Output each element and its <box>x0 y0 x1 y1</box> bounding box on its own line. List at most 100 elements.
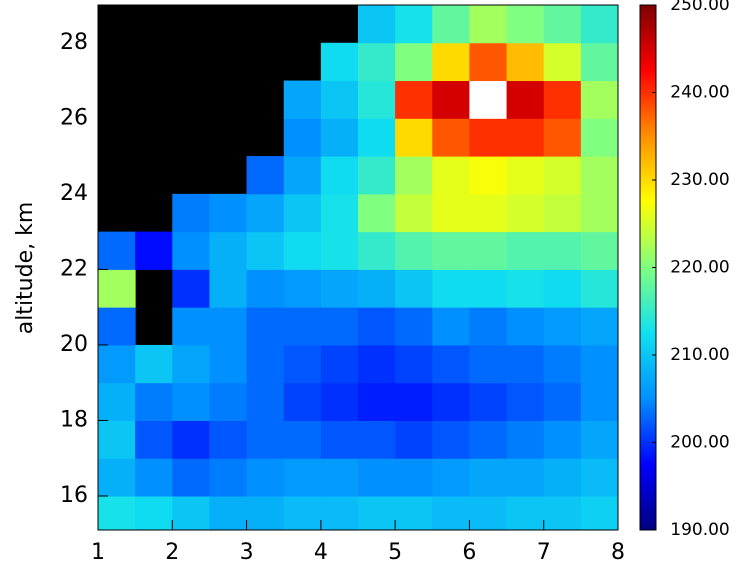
heat-cell <box>98 382 136 421</box>
heat-cell <box>358 80 396 119</box>
heat-cell <box>358 458 396 497</box>
heat-cell <box>283 231 322 270</box>
heat-cell <box>320 307 359 346</box>
heat-cell <box>543 344 582 384</box>
heat-cell <box>469 344 508 384</box>
heat-cell <box>172 269 210 308</box>
heat-cell <box>580 269 618 308</box>
heat-cell <box>283 420 322 459</box>
y-axis-label: altitude, km <box>13 202 38 335</box>
heat-cell <box>506 118 545 157</box>
heat-cell <box>246 496 285 530</box>
heat-cell <box>395 156 433 195</box>
heat-cell <box>506 344 545 384</box>
heat-cell <box>358 382 396 421</box>
heat-cell <box>246 420 285 459</box>
heat-cell <box>320 496 359 530</box>
heat-cell <box>283 344 322 384</box>
heat-cell <box>172 193 210 233</box>
heat-cell <box>172 420 210 459</box>
heat-cell <box>98 307 136 346</box>
heat-cell <box>209 458 248 497</box>
heat-cell <box>246 307 285 346</box>
heat-cell <box>432 42 470 82</box>
x-tick-label: 7 <box>537 540 551 565</box>
heat-cell <box>506 307 545 346</box>
x-tick-label: 5 <box>388 540 402 565</box>
heat-cell <box>432 458 470 497</box>
heat-cell <box>543 118 582 157</box>
heat-cell <box>172 382 210 421</box>
heat-cell <box>320 344 359 384</box>
heat-cell <box>469 193 508 233</box>
heat-cell <box>98 231 136 270</box>
heat-cell <box>395 269 433 308</box>
heat-cell <box>320 269 359 308</box>
heat-cell <box>432 5 470 44</box>
heat-cell <box>246 156 285 195</box>
heat-cell <box>469 42 508 82</box>
heat-cell <box>209 231 248 270</box>
heat-cell <box>432 80 470 119</box>
y-tick-label: 20 <box>60 332 88 357</box>
heat-cell <box>209 269 248 308</box>
heat-cell <box>543 496 582 530</box>
heat-cell <box>395 307 433 346</box>
heat-cell <box>283 382 322 421</box>
heat-cell <box>283 193 322 233</box>
heat-cell <box>432 269 470 308</box>
heat-cell <box>395 80 433 119</box>
heat-cell <box>395 344 433 384</box>
heat-cell <box>172 458 210 497</box>
heat-cell <box>320 42 359 82</box>
heat-cell <box>209 420 248 459</box>
heat-cell <box>506 156 545 195</box>
heat-cell <box>172 496 210 530</box>
heat-cell <box>98 458 136 497</box>
heat-cell <box>432 156 470 195</box>
heat-cell <box>320 231 359 270</box>
heat-cell <box>543 231 582 270</box>
colorbar-tick-label: 240.00 <box>670 83 729 103</box>
y-tick-label: 26 <box>60 105 88 130</box>
heat-cell <box>543 5 582 44</box>
heat-cell <box>98 496 136 530</box>
heat-cell <box>543 269 582 308</box>
heat-cell <box>543 307 582 346</box>
heat-cell <box>320 420 359 459</box>
heat-cell <box>283 307 322 346</box>
heat-cell <box>469 458 508 497</box>
heat-cell <box>432 307 470 346</box>
heat-cell <box>469 118 508 157</box>
plot-area <box>98 5 618 530</box>
heat-cell <box>469 420 508 459</box>
y-tick-label: 22 <box>60 256 88 281</box>
heat-cell <box>432 420 470 459</box>
heat-cell <box>469 382 508 421</box>
heat-cell <box>395 231 433 270</box>
heat-cell <box>358 42 396 82</box>
heat-cell <box>98 420 136 459</box>
heat-cell <box>283 269 322 308</box>
heat-cell <box>580 80 618 119</box>
heat-cell <box>469 5 508 44</box>
heat-cell <box>283 156 322 195</box>
heat-cell <box>432 193 470 233</box>
heat-cell <box>580 231 618 270</box>
colorbar-tick-label: 200.00 <box>670 433 729 453</box>
heat-cell <box>506 42 545 82</box>
plot-frame <box>97 4 619 531</box>
heat-cell <box>506 269 545 308</box>
heat-cell <box>395 42 433 82</box>
x-tick-label: 8 <box>611 540 625 565</box>
heat-cell <box>469 496 508 530</box>
heat-cell <box>580 5 618 44</box>
heat-cell <box>506 382 545 421</box>
heat-cell <box>246 269 285 308</box>
heat-cell <box>432 344 470 384</box>
heat-cell <box>320 156 359 195</box>
heat-cell <box>395 496 433 530</box>
heat-cell <box>172 344 210 384</box>
heat-cell <box>358 231 396 270</box>
